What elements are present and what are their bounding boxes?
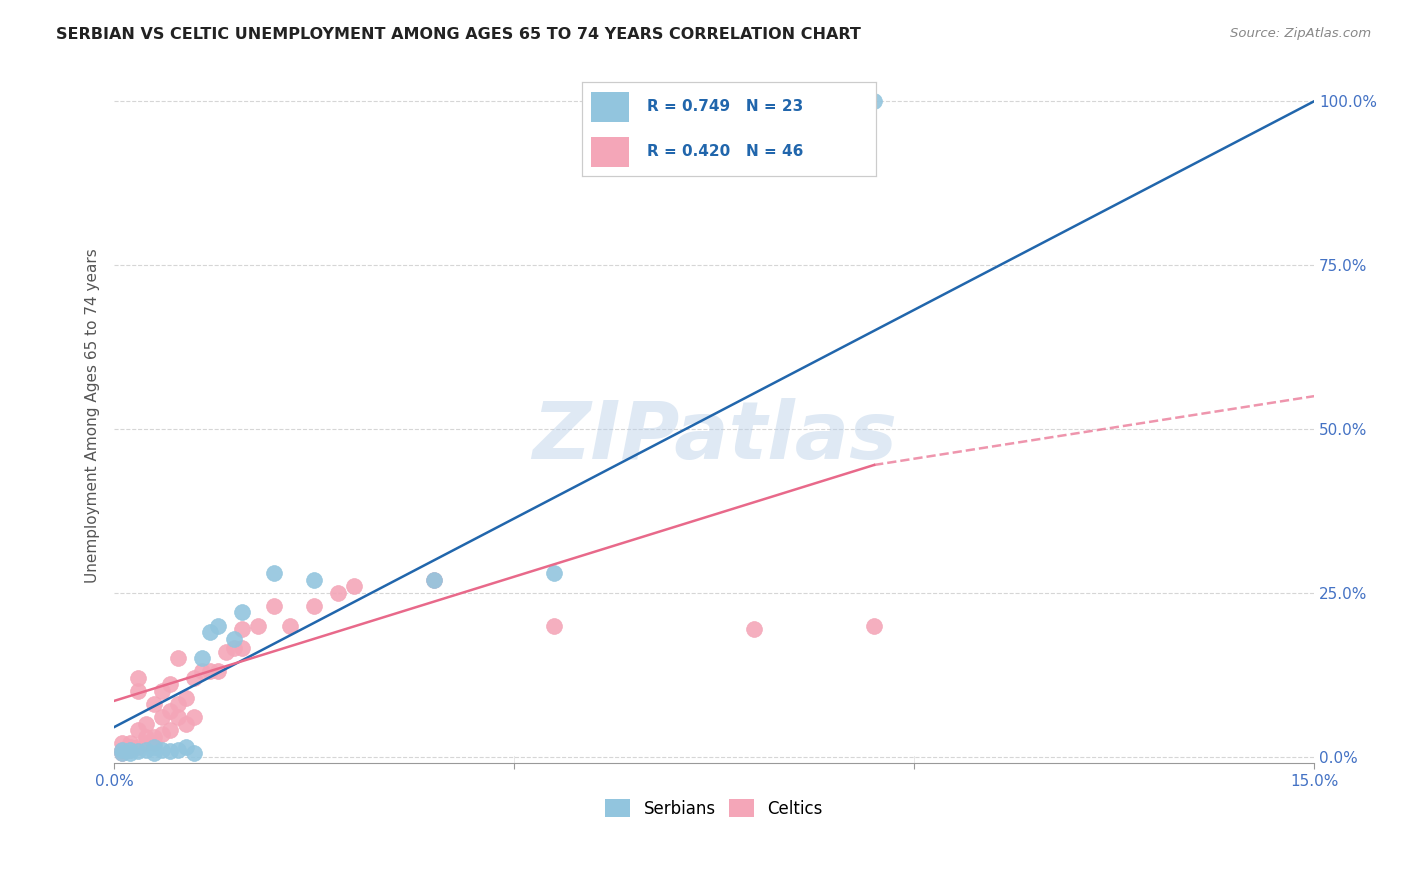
Point (120, 743, 142, 757)
Point (135, 716, 157, 731)
Text: ZIPatlas: ZIPatlas (531, 398, 897, 475)
Point (111, 747, 134, 761)
Y-axis label: Unemployment Among Ages 65 to 74 years: Unemployment Among Ages 65 to 74 years (86, 249, 100, 583)
Point (543, 566, 565, 580)
Point (127, 684, 149, 698)
Point (207, 618, 229, 632)
Point (742, 622, 765, 636)
Point (863, 95, 886, 109)
Point (302, 599, 325, 613)
Point (120, 739, 142, 754)
Point (120, 736, 142, 750)
Point (543, 618, 565, 632)
Point (143, 730, 166, 744)
Point (183, 710, 205, 724)
Point (150, 743, 173, 757)
Point (159, 744, 181, 758)
Point (159, 723, 181, 738)
Point (150, 710, 173, 724)
Point (302, 573, 325, 587)
Point (247, 618, 270, 632)
Point (143, 747, 166, 761)
Point (111, 747, 134, 761)
Point (423, 573, 446, 587)
Point (159, 677, 181, 691)
Point (174, 690, 197, 705)
Point (278, 618, 301, 632)
Point (120, 747, 142, 761)
Point (167, 651, 190, 665)
Point (167, 743, 190, 757)
Point (111, 743, 134, 757)
Point (127, 723, 149, 738)
Point (135, 743, 157, 757)
Point (224, 632, 246, 646)
Point (111, 743, 134, 757)
Point (143, 697, 166, 711)
Text: Source: ZipAtlas.com: Source: ZipAtlas.com (1230, 27, 1371, 40)
Point (343, 579, 366, 593)
Point (127, 671, 149, 685)
Point (127, 739, 149, 754)
Point (207, 665, 229, 679)
Text: SERBIAN VS CELTIC UNEMPLOYMENT AMONG AGES 65 TO 74 YEARS CORRELATION CHART: SERBIAN VS CELTIC UNEMPLOYMENT AMONG AGE… (56, 27, 860, 42)
Point (127, 744, 149, 758)
Point (423, 573, 446, 587)
Point (120, 743, 142, 757)
Point (191, 665, 214, 679)
Point (263, 566, 285, 580)
Point (231, 606, 253, 620)
Point (167, 697, 190, 711)
Point (150, 684, 173, 698)
Point (198, 625, 221, 640)
Point (263, 599, 285, 613)
Point (231, 622, 253, 636)
Point (231, 641, 253, 656)
Point (150, 726, 173, 740)
Point (174, 739, 197, 754)
Legend: Serbians, Celtics: Serbians, Celtics (599, 793, 830, 824)
Point (135, 736, 157, 750)
Point (143, 739, 166, 754)
Point (215, 645, 238, 659)
Point (111, 736, 134, 750)
Point (191, 651, 214, 665)
Point (224, 641, 246, 656)
Point (863, 618, 886, 632)
Point (135, 730, 157, 744)
Point (328, 586, 350, 600)
Point (183, 671, 205, 685)
Point (183, 747, 205, 761)
Point (198, 665, 221, 679)
Point (143, 736, 166, 750)
Point (159, 704, 181, 718)
Point (167, 710, 190, 724)
Point (174, 716, 197, 731)
